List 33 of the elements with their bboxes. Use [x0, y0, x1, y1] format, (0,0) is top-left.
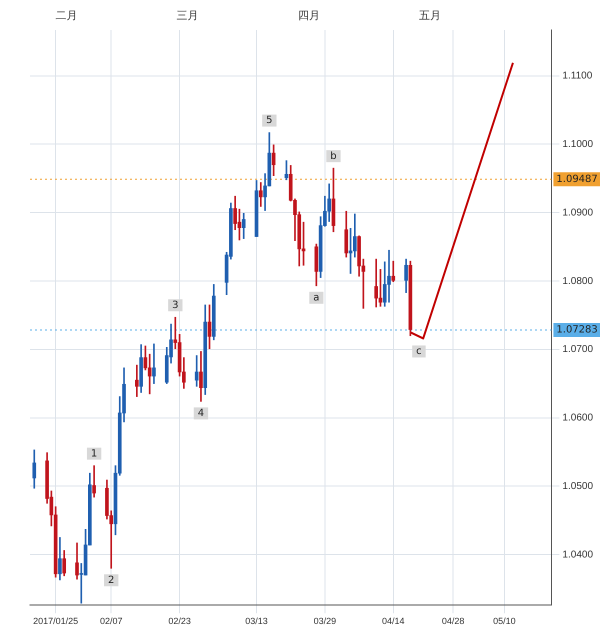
y-tick-label: 1.0600 [562, 412, 594, 424]
candlestick [284, 160, 288, 180]
candlestick [387, 250, 391, 303]
x-tick-label: 2017/01/25 [33, 616, 78, 626]
text: 三月 [176, 8, 199, 22]
text: 五月 [419, 8, 442, 22]
annotation: a [313, 292, 320, 304]
annotation: 3 [172, 300, 178, 311]
y-tick-label: 1.1100 [562, 70, 593, 82]
ref-line-label: 1.09487 [556, 174, 598, 185]
x-tick-label: 04/14 [382, 616, 405, 626]
x-tick-label: 02/23 [168, 616, 191, 626]
annotation: 2 [108, 574, 114, 586]
text: 四月 [298, 8, 320, 22]
y-tick-label: 1.0400 [562, 549, 594, 560]
annotation: 1 [90, 448, 98, 460]
annotation: 5 [266, 115, 273, 126]
x-tick-label: 02/07 [100, 616, 122, 626]
text: 二月 [55, 8, 78, 22]
x-tick-label: 03/13 [245, 616, 268, 626]
x-tick-label: 05/10 [493, 616, 516, 626]
y-tick-label: 1.0800 [562, 276, 594, 287]
annotation: c [416, 346, 422, 358]
y-tick-label: 1.1000 [562, 138, 594, 150]
x-tick-label: 03/29 [314, 616, 336, 626]
ref-line-label: 1.07283 [556, 324, 598, 336]
x-tick-label: 04/28 [442, 616, 464, 626]
y-tick-label: 1.0900 [562, 207, 594, 218]
y-tick-label: 1.0500 [562, 480, 594, 492]
annotation: b [330, 150, 337, 162]
candlestick [152, 344, 156, 384]
annotation: 4 [198, 408, 204, 419]
y-tick-label: 1.0700 [562, 344, 594, 356]
